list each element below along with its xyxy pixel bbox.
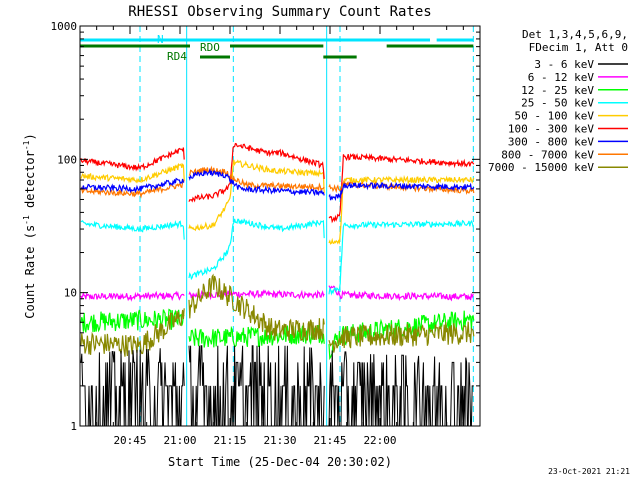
chart-title: RHESSI Observing Summary Count Rates: [128, 4, 431, 20]
flag-label: RDO: [200, 41, 220, 54]
flag-layer: N RDO RD4: [80, 33, 474, 63]
legend-label: 25 - 50 keV: [521, 97, 594, 110]
x-tick-label: 21:45: [313, 434, 346, 447]
x-tick-label: 20:45: [113, 434, 146, 447]
legend-label: 800 - 7000 keV: [501, 148, 594, 161]
detector-info-line2: FDecim 1, Att 0: [529, 41, 628, 54]
series-line: [80, 159, 475, 245]
date-stamp: 23-Oct-2021 21:21: [548, 467, 630, 476]
axis-ticks: 1 10 100 1000 20:45 21:00 21:15 21:30 21:45 22:00: [51, 20, 480, 447]
x-tick-label: 21:30: [263, 434, 296, 447]
y-tick-label: 100: [57, 153, 77, 166]
x-tick-label: 21:00: [163, 434, 196, 447]
detector-info-line1: Det 1,3,4,5,6,9,: [522, 28, 628, 41]
series-line: [80, 273, 475, 357]
legend-label: 300 - 800 keV: [508, 135, 594, 148]
y-tick-label: 1: [70, 420, 77, 433]
series-line: [80, 142, 475, 224]
series-line: [80, 345, 474, 427]
legend-label: 3 - 6 keV: [534, 58, 594, 71]
plot-area: N RDO RD4 1 10 100 1000 20:45 21:00 21:15 21:30 21…: [51, 20, 481, 447]
series-layer: [80, 142, 475, 427]
y-axis-label: Count Rate (s-1 detector-1): [22, 133, 37, 318]
y-tick-label: 10: [64, 287, 77, 300]
series-line: [80, 218, 475, 296]
x-axis-label: Start Time (25-Dec-04 20:30:02): [168, 455, 392, 469]
legend-label: 7000 - 15000 keV: [488, 161, 594, 174]
legend: Det 1,3,4,5,6,9, FDecim 1, Att 0 3 - 6 k…: [488, 28, 628, 174]
legend-label: 100 - 300 keV: [508, 123, 594, 136]
x-tick-label: 22:00: [363, 434, 396, 447]
x-tick-label: 21:15: [213, 434, 246, 447]
y-tick-label: 1000: [51, 20, 78, 33]
legend-label: 12 - 25 keV: [521, 84, 594, 97]
series-line: [80, 285, 474, 302]
flag-label: RD4: [167, 50, 187, 63]
legend-label: 50 - 100 keV: [515, 110, 595, 123]
legend-label: 6 - 12 keV: [528, 71, 595, 84]
flag-label: N: [157, 33, 164, 46]
series-line: [80, 167, 475, 202]
